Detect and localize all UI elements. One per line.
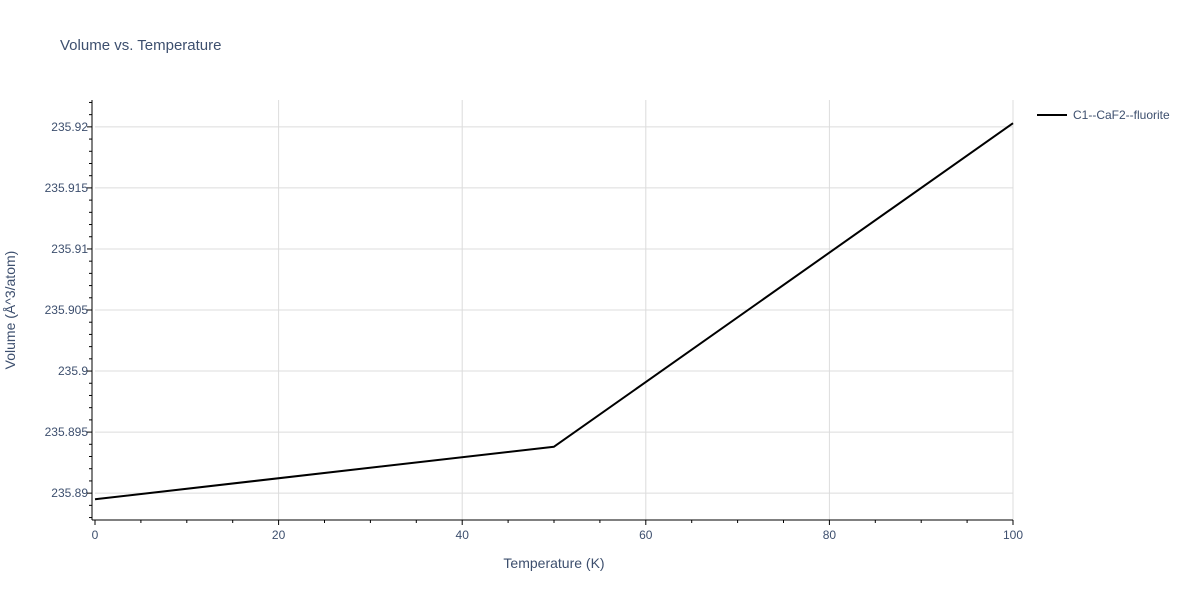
- legend[interactable]: C1--CaF2--fluorite: [1037, 108, 1170, 122]
- x-tick-label: 100: [1003, 528, 1023, 542]
- y-tick-label: 235.915: [45, 181, 89, 195]
- y-tick-label: 235.89: [51, 486, 88, 500]
- x-axis-title: Temperature (K): [503, 555, 604, 571]
- y-tick-label: 235.895: [45, 425, 89, 439]
- grid: [95, 100, 1014, 520]
- chart-title: Volume vs. Temperature: [60, 37, 221, 54]
- series-layer: [94, 122, 1014, 501]
- x-tick-label: 80: [823, 528, 837, 542]
- y-tick-label: 235.9: [58, 364, 88, 378]
- x-tick-label: 20: [272, 528, 286, 542]
- series-line: [94, 122, 1014, 501]
- legend-label: C1--CaF2--fluorite: [1073, 108, 1170, 122]
- x-tick-label: 0: [92, 528, 99, 542]
- y-tick-label: 235.92: [51, 120, 88, 134]
- x-tick-label: 40: [456, 528, 470, 542]
- x-tick-label: 60: [639, 528, 653, 542]
- y-tick-label: 235.91: [51, 242, 88, 256]
- axes: 0 20 40 60 80 100 235.89 235.895 235.9 235.905 235…: [45, 100, 1023, 542]
- legend-item[interactable]: C1--CaF2--fluorite: [1037, 108, 1170, 122]
- y-tick-label: 235.905: [45, 303, 89, 317]
- y-axis-title: Volume (Å^3/atom): [2, 251, 18, 370]
